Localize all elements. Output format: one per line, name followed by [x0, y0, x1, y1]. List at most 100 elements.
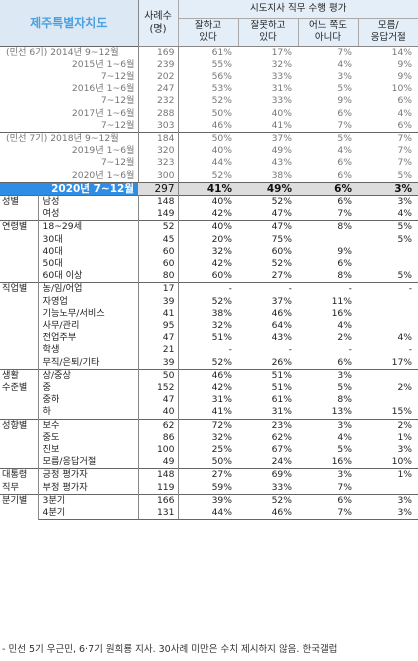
trend-period-label: 2019년 1~6월 — [0, 145, 139, 158]
trend-row: 2016년 1~6월 247 53% 31% 5% 10% — [0, 83, 418, 96]
neither-pct-cell: 9% — [337, 95, 352, 107]
bad-pct-cell: 43% — [271, 332, 292, 344]
trend-period-label: 7~12월 — [0, 95, 139, 108]
segment-row: 여성 149 42% 47% 7% 4% — [0, 208, 418, 221]
dk-pct-cell — [358, 246, 418, 258]
segment-group-label: 직업별 — [0, 282, 39, 370]
good-pct-cell: 39% — [178, 493, 238, 508]
bad-pct-cell: 62% — [271, 431, 292, 443]
bad-pct-cell: 61% — [271, 394, 292, 406]
segment-label: 부정 평가자 — [38, 481, 139, 495]
dk-pct-cell: 3% — [358, 507, 418, 521]
sample-size-header: 사례수 (명) — [138, 0, 179, 47]
sample-size-cell: 80 — [138, 270, 179, 283]
dk-pct-cell: 3% — [358, 493, 418, 508]
segment-row: 60대 이상 80 60% 27% 8% 5% — [0, 270, 418, 283]
neither-pct-cell: 16% — [331, 307, 352, 319]
sample-size-cell: 166 — [138, 493, 179, 508]
bad-pct-cell: 52% — [238, 194, 298, 209]
segment-label: 전업주부 — [38, 332, 139, 345]
neither-pct-cell: 3% — [298, 418, 358, 432]
good-pct-cell: 42% — [211, 381, 232, 393]
neither-pct-cell: 13% — [331, 406, 352, 418]
segment-label: 30대 — [38, 233, 139, 246]
trend-row: 2017년 1~6월 288 50% 40% 6% 4% — [0, 107, 418, 120]
sample-size-cell: 45 — [138, 233, 179, 246]
segment-label: 40대 — [38, 245, 139, 258]
sample-size-cell: 247 — [138, 83, 179, 96]
segment-row: 사무/관리 95 32% 64% 4% — [0, 319, 418, 333]
neither-pct-cell: 4% — [337, 319, 352, 331]
segment-row: 자영업 39 52% 37% 11% — [0, 295, 418, 308]
good-pct-cell: 55% — [211, 58, 232, 70]
good-pct-cell: 46% — [211, 119, 232, 131]
good-pct-cell: 59% — [211, 481, 232, 493]
good-pct-cell: 31% — [211, 394, 232, 406]
sample-size-cell: 39 — [138, 356, 179, 370]
segment-label: 보수 — [38, 418, 139, 432]
trend-row: 2020년 1~6월 300 52% 38% 6% 5% — [0, 169, 418, 183]
sample-size-cell: 17 — [138, 282, 179, 296]
segment-label: 농/임/어업 — [38, 282, 139, 296]
segment-row: 중하 47 31% 61% 8% — [0, 394, 418, 407]
dk-pct-cell: - — [408, 344, 413, 356]
good-pct-cell: 44% — [211, 157, 232, 169]
trend-period-label: (민선 7기) 2018년 9~12월 — [0, 131, 139, 146]
good-pct-cell: 50% — [211, 456, 232, 468]
segment-row: 생활 수준별 상/중상 50 46% 51% 3% — [0, 368, 418, 420]
neither-pct-cell: 7% — [337, 481, 352, 493]
good-pct-cell: 20% — [211, 233, 232, 245]
dk-pct-cell: 6% — [397, 119, 413, 131]
dk-pct-cell: 2% — [358, 418, 418, 432]
trend-period-label: 2017년 1~6월 — [0, 107, 139, 120]
sample-size-cell: 169 — [138, 45, 179, 59]
approval-table: 제주특별자치도 사례수 (명) 시도지사 직무 수행 평가 잘하고 있다 잘못하고 있… — [0, 0, 418, 521]
bad-pct-cell: 52% — [238, 493, 298, 508]
dk-pct-cell: 14% — [358, 45, 418, 59]
current-neither-cell: 6% — [298, 181, 358, 196]
segment-label: 여성 — [38, 208, 139, 221]
neither-pct-cell: 4% — [337, 58, 352, 70]
neither-pct-cell: 6% — [337, 107, 352, 119]
neither-pct-cell: - — [298, 282, 358, 296]
col-good-header: 잘하고 있다 — [178, 18, 239, 47]
segment-row: 직업별 농/임/어업 17- - - - — [0, 282, 418, 370]
sample-size-cell: 60 — [138, 245, 179, 258]
neither-pct-cell: 5% — [298, 131, 358, 146]
sample-size-cell: 320 — [138, 145, 179, 158]
dk-pct-cell: 9% — [397, 58, 413, 70]
segment-group-label: 생활 수준별 — [0, 368, 39, 420]
col-dk-header: 모름/응답거절 — [358, 18, 418, 47]
sample-size-cell: 41 — [138, 307, 179, 320]
dk-pct-cell: 7% — [358, 131, 418, 146]
segment-label: 50대 — [38, 257, 139, 271]
dk-pct-cell — [358, 308, 418, 320]
trend-row: (민선 7기) 2018년 9~12월 184 50% 37% 5% 7% — [0, 131, 418, 146]
neither-pct-cell: 8% — [337, 270, 352, 282]
segment-row: 대통령 직무 긍정 평가자 148 27% 69% 3% 1% — [0, 468, 418, 495]
sample-size-cell: 21 — [138, 344, 179, 357]
bad-pct-cell: 33% — [271, 481, 292, 493]
segment-row: 기능노무/서비스 41 38% 46% 16% — [0, 307, 418, 320]
segment-group-label: 대통령 직무 — [0, 468, 39, 495]
dk-pct-cell: 1% — [397, 431, 413, 443]
dk-pct-cell: 4% — [397, 332, 413, 344]
neither-pct-cell: 8% — [337, 394, 352, 406]
segment-row: 진보 100 25% 67% 5% 3% — [0, 444, 418, 457]
trend-period-label: 7~12월 — [0, 70, 139, 84]
segment-row: 성별 남성 148 40% 52% 6% 3% — [0, 194, 418, 221]
segment-group-label: 성별 — [0, 194, 39, 221]
trend-period-label: 2016년 1~6월 — [0, 83, 139, 96]
good-pct-cell: 32% — [211, 319, 232, 331]
neither-pct-cell: 3% — [298, 468, 358, 482]
neither-pct-cell: 6% — [337, 257, 352, 269]
sample-size-cell: 95 — [138, 319, 179, 333]
sample-size-cell: 50 — [138, 368, 179, 382]
segment-label: 남성 — [38, 194, 139, 209]
good-pct-cell: 60% — [211, 270, 232, 282]
sample-size-cell: 202 — [138, 70, 179, 84]
neither-pct-cell: 3% — [337, 70, 352, 82]
dk-pct-cell: 3% — [358, 194, 418, 209]
dk-pct-cell: 6% — [397, 95, 413, 107]
